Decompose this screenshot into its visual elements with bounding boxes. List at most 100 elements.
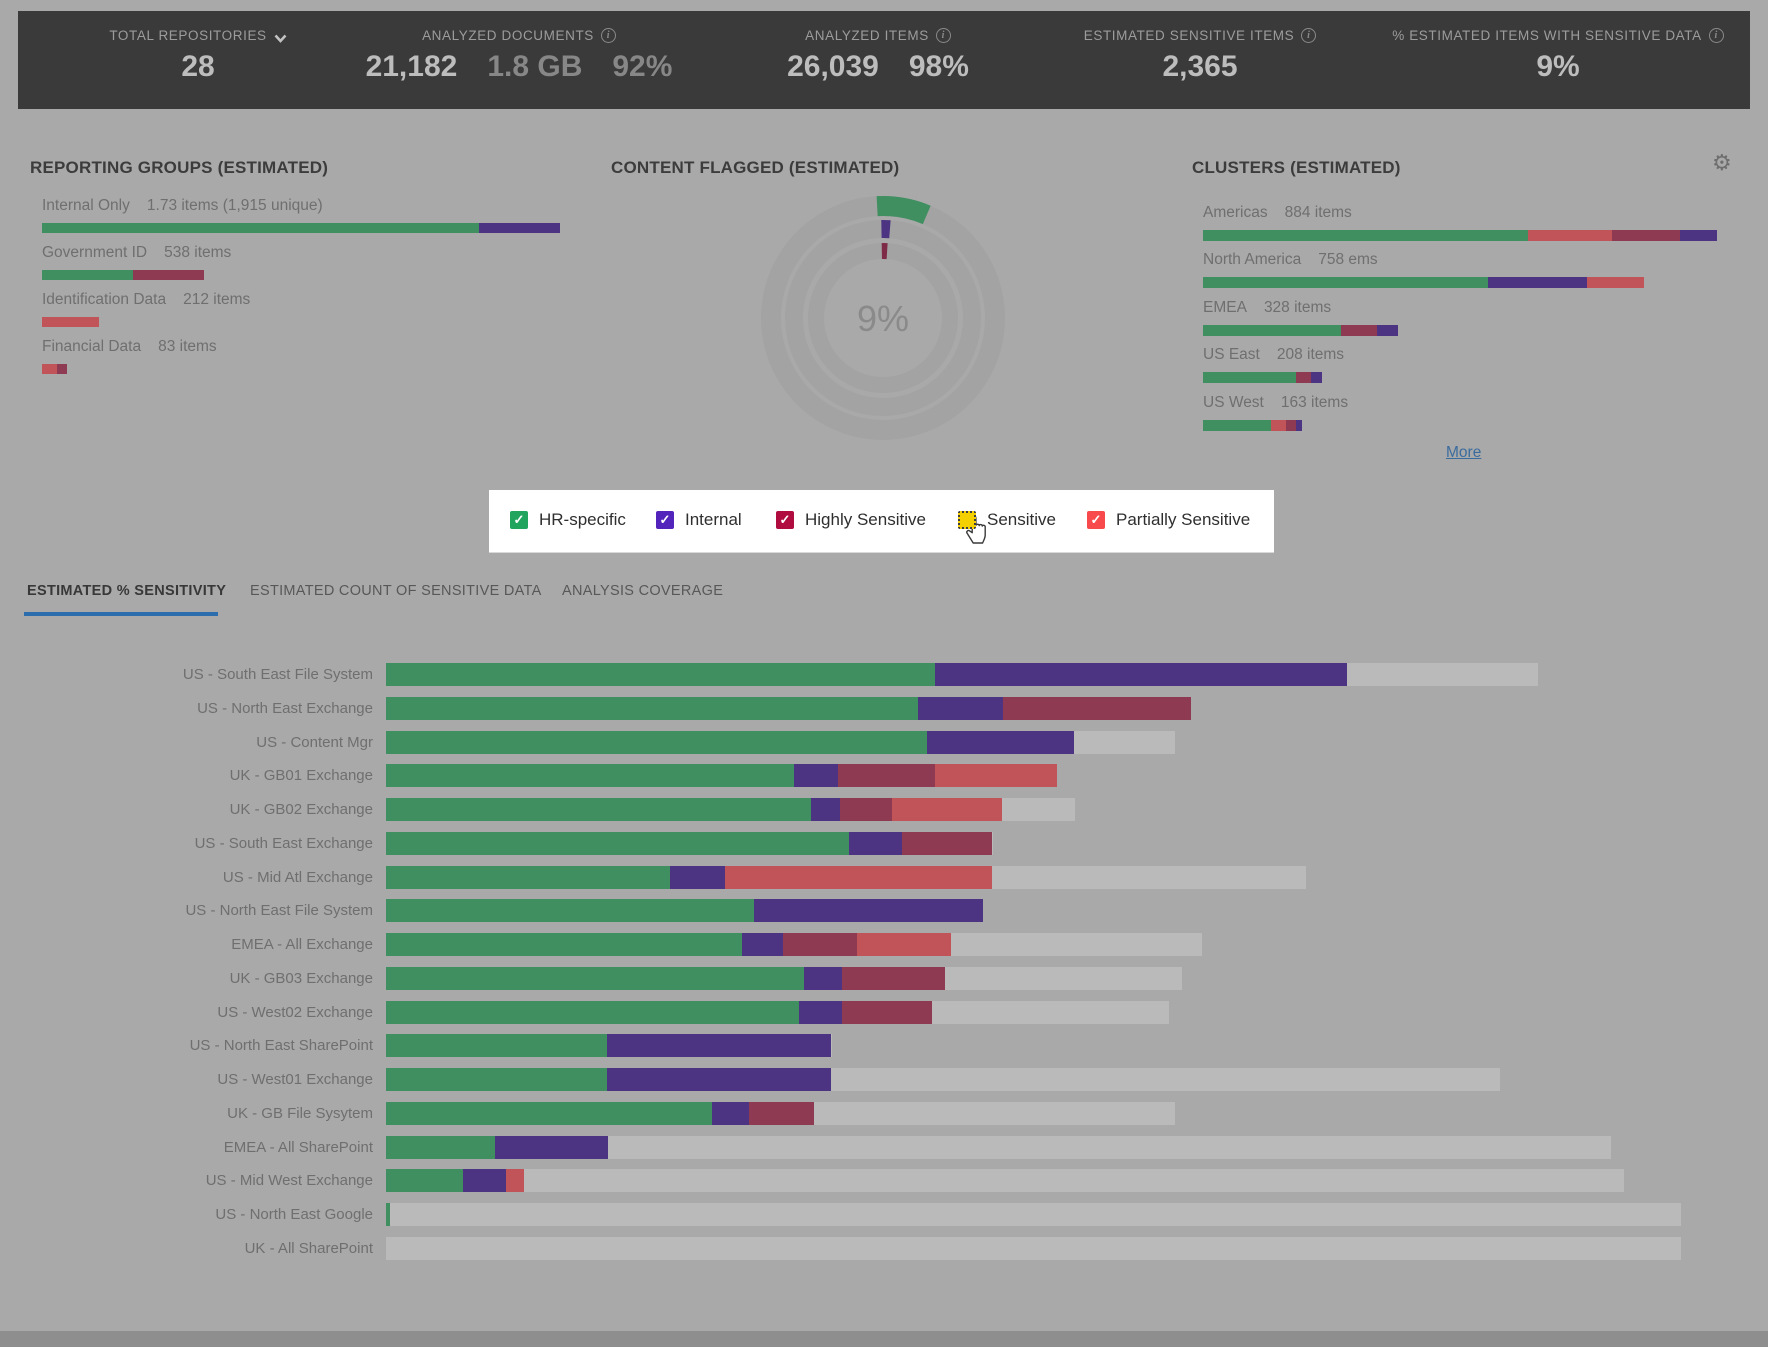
chart-row-track-us-west02-exchange	[386, 1000, 1169, 1024]
bar-segment-internal	[1680, 230, 1717, 241]
donut-center-value: 9%	[857, 298, 909, 339]
bar-segment-hr	[1203, 324, 1341, 336]
metric-total-repositories: TOTAL REPOSITORIES 28	[58, 11, 338, 109]
bar-segment-partially	[42, 317, 99, 327]
bar-segment-internal	[1488, 277, 1587, 289]
item-value: 163 items	[1280, 393, 1349, 411]
chart-row-track-emea-all-sharepoint	[386, 1135, 1611, 1159]
legend-checkbox-internal[interactable]: ✓	[656, 511, 674, 529]
metric-label-row: ANALYZED DOCUMENTS i	[359, 28, 679, 43]
info-icon[interactable]: i	[1708, 28, 1724, 43]
bar-segment-internal	[607, 1034, 831, 1058]
legend-checkbox-hr-specific[interactable]: ✓	[510, 511, 528, 529]
chart-row-label-us-mid-atl-exchange: US - Mid Atl Exchange	[222, 868, 373, 886]
bar-segment-hr	[386, 899, 754, 923]
content-flagged-donut: 9%	[761, 195, 1005, 440]
info-icon[interactable]: i	[935, 28, 951, 43]
bar-segment-hr	[386, 1101, 712, 1125]
bottom-edge-band	[0, 1331, 1768, 1347]
chart-row-track-us-content-mgr	[386, 730, 1175, 754]
reporting-group-bar-government-id	[42, 270, 204, 280]
item-value: 328 items	[1263, 298, 1332, 316]
bar-segment-internal	[935, 663, 1347, 686]
sensitivity-legend: ✓ HR-specific ✓ Internal ✓ Highly Sensitive Se…	[489, 490, 1274, 553]
metric-label: ANALYZED ITEMS	[805, 28, 929, 43]
reporting-group-label-internal-only: Internal Only 1.73 items (1,915 unique)	[42, 197, 323, 215]
tab-analysis-coverage[interactable]: ANALYSIS COVERAGE	[562, 583, 724, 599]
chart-row-track-uk-gb01-exchange	[386, 764, 1057, 788]
bar-segment-hr	[386, 663, 935, 686]
cluster-bar-north-america	[1203, 277, 1644, 289]
cluster-label-americas: Americas 884 items	[1203, 204, 1352, 222]
legend-label-sensitive: Sensitive	[987, 510, 1056, 529]
bar-segment-partially	[892, 798, 1002, 821]
bar-segment-partially	[1587, 277, 1644, 289]
bar-segment-highly	[840, 798, 892, 821]
chart-row-track-us-north-east-google	[386, 1203, 1681, 1227]
bar-segment-internal	[927, 730, 1074, 754]
bar-segment-hr	[386, 966, 804, 990]
bar-segment-internal	[1296, 419, 1302, 431]
bar-segment-hr	[42, 270, 133, 280]
legend-checkbox-highly-sensitive[interactable]: ✓	[776, 511, 794, 529]
item-name: Government ID	[42, 244, 148, 261]
reporting-group-bar-financial-data	[42, 364, 67, 374]
chart-row-track-emea-all-exchange	[386, 933, 1202, 957]
item-name: US West	[1203, 393, 1264, 411]
bar-segment-partially	[1528, 230, 1612, 241]
bar-segment-hr	[42, 223, 479, 233]
bar-segment-hr	[386, 1068, 607, 1092]
chart-row-label-us-content-mgr: US - Content Mgr	[256, 733, 373, 751]
metric-values: 21,182 1.8 GB 92%	[359, 50, 679, 84]
metric-label-row[interactable]: TOTAL REPOSITORIES	[58, 28, 338, 43]
chart-row-label-us-west01-exchange: US - West01 Exchange	[217, 1071, 373, 1089]
chevron-down-icon[interactable]	[274, 31, 287, 43]
check-icon: ✓	[659, 512, 671, 527]
bar-segment-internal	[495, 1135, 608, 1159]
bar-segment-highly	[902, 831, 992, 855]
chart-row-label-us-north-east-file-system: US - North East File System	[185, 902, 373, 920]
bar-segment-hr	[386, 1169, 463, 1193]
chart-row-label-uk-gb03-exchange: UK - GB03 Exchange	[229, 969, 373, 987]
chart-row-track-us-south-east-exchange	[386, 831, 993, 855]
clusters-more-link[interactable]: More	[1446, 444, 1482, 461]
tab-estimated-sensitivity[interactable]: ESTIMATED % SENSITIVITY	[27, 583, 227, 599]
metric-label: TOTAL REPOSITORIES	[109, 28, 267, 43]
chart-row-label-us-north-east-exchange: US - North East Exchange	[197, 699, 373, 717]
bar-segment-internal	[742, 933, 783, 957]
bar-segment-internal	[804, 966, 842, 990]
reporting-group-label-government-id: Government ID 538 items	[42, 244, 231, 262]
bar-segment-highly	[842, 966, 945, 990]
bar-segment-hr	[386, 1034, 607, 1058]
bar-segment-internal	[670, 865, 725, 889]
reporting-group-label-identification-data: Identification Data 212 items	[42, 291, 250, 309]
chart-row-track-us-north-east-exchange	[386, 696, 1191, 720]
bar-segment-internal	[712, 1101, 749, 1125]
info-icon[interactable]: i	[600, 28, 616, 43]
bar-segment-highly	[57, 364, 67, 374]
legend-checkbox-sensitive[interactable]	[958, 511, 976, 529]
metric-values: 26,039 98%	[718, 50, 1038, 84]
chart-row-track-uk-all-sharepoint	[386, 1236, 1681, 1260]
chart-row-label-us-north-east-sharepoint: US - North East SharePoint	[189, 1037, 373, 1055]
tab-estimated-count-of-sensitive-data[interactable]: ESTIMATED COUNT OF SENSITIVE DATA	[250, 583, 542, 599]
metric-label: % ESTIMATED ITEMS WITH SENSITIVE DATA	[1392, 28, 1702, 43]
legend-checkbox-partially-sensitive[interactable]: ✓	[1087, 511, 1105, 529]
item-value: 212 items	[183, 291, 251, 308]
gear-icon[interactable]: ⚙	[1712, 150, 1732, 175]
cluster-label-emea: EMEA 328 items	[1203, 299, 1331, 317]
info-icon[interactable]: i	[1301, 28, 1317, 43]
active-tab-underline	[24, 612, 218, 616]
legend-label-highly-sensitive: Highly Sensitive	[805, 510, 926, 529]
metric-analyzed-items: ANALYZED ITEMS i 26,039 98%	[718, 11, 1038, 109]
cluster-label-us-east: US East 208 items	[1203, 346, 1344, 364]
bar-segment-highly	[1341, 324, 1377, 336]
metric-value: 98%	[908, 50, 969, 83]
bar-segment-hr	[386, 730, 927, 754]
check-icon: ✓	[513, 512, 525, 527]
item-value: 83 items	[158, 338, 217, 355]
chart-row-label-us-north-east-google: US - North East Google	[215, 1206, 373, 1224]
chart-row-track-us-north-east-sharepoint	[386, 1034, 832, 1058]
metric-analyzed-documents: ANALYZED DOCUMENTS i 21,182 1.8 GB 92%	[359, 11, 679, 109]
